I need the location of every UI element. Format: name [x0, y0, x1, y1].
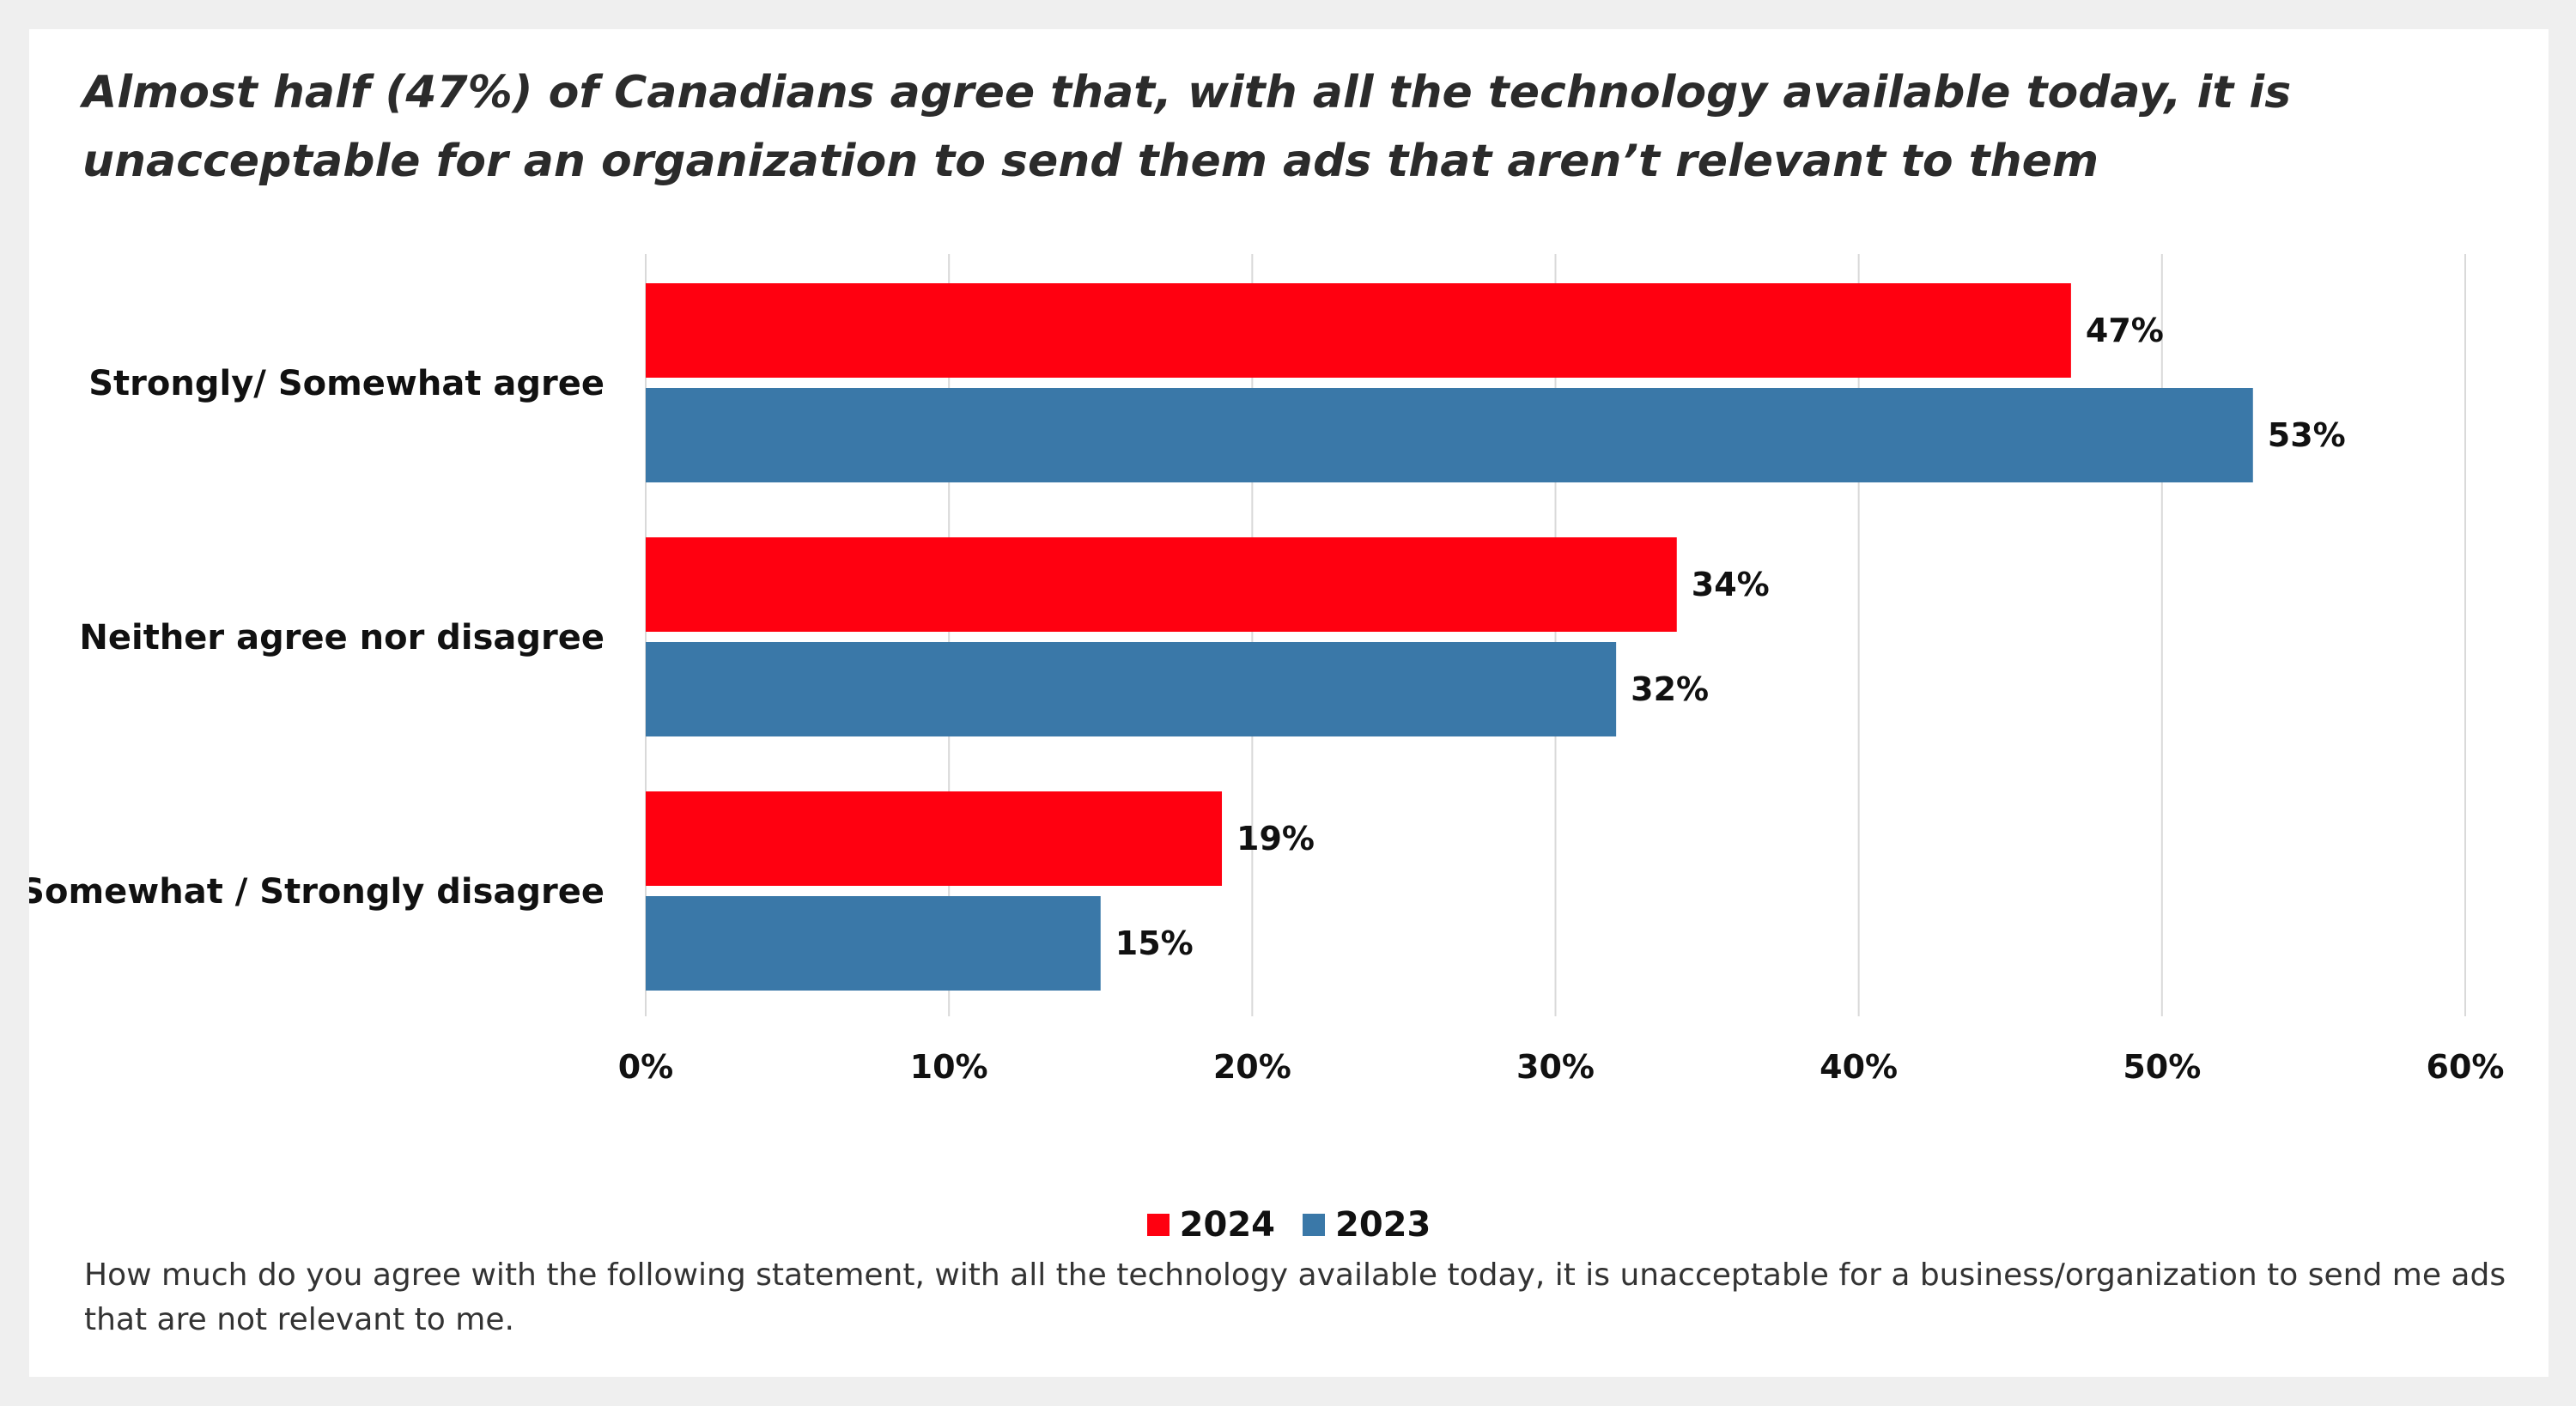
category-label: Neither agree nor disagree [79, 618, 605, 658]
x-tick-label: 10% [910, 1048, 988, 1086]
data-label-2024-3: 19% [1236, 820, 1315, 858]
bar-2024-2 [646, 537, 1677, 632]
data-label-2024-2: 34% [1692, 566, 1770, 603]
legend: 2024 2023 [29, 1205, 2549, 1245]
x-tick-label: 20% [1213, 1048, 1291, 1086]
legend-item-2024: 2024 [1146, 1205, 1275, 1245]
legend-label-2024: 2024 [1179, 1205, 1275, 1245]
bar-2023-2 [646, 642, 1617, 736]
bar-2023-1 [646, 388, 2253, 482]
survey-question-footnote: How much do you agree with the following… [84, 1258, 2506, 1337]
bar-2024-1 [646, 283, 2071, 378]
bar-2023-3 [646, 896, 1101, 991]
data-label-2024-1: 47% [2086, 312, 2164, 349]
legend-swatch-2024 [1146, 1214, 1170, 1236]
legend-swatch-2023 [1303, 1214, 1325, 1236]
category-label: Strongly/ Somewhat agree [88, 364, 605, 403]
x-tick-label: 40% [1820, 1048, 1898, 1086]
x-tick-label: 0% [618, 1048, 674, 1086]
x-tick-label: 60% [2427, 1048, 2505, 1086]
bar-chart: 0% 10% 20% 30% 40% 50% 60% 47% 53% Strongly/ Some… [29, 254, 2505, 1086]
category-label: Somewhat / Strongly disagree [29, 872, 605, 912]
chart-card: Almost half (47%) of Canadians agree tha… [29, 29, 2549, 1377]
data-label-2023-1: 53% [2268, 416, 2346, 454]
x-tick-label: 50% [2123, 1048, 2201, 1086]
bar-2024-3 [646, 791, 1223, 886]
data-label-2023-2: 32% [1631, 670, 1709, 708]
x-tick-label: 30% [1516, 1048, 1595, 1086]
legend-item-2023: 2023 [1303, 1205, 1431, 1245]
data-label-2023-3: 15% [1115, 924, 1194, 962]
legend-label-2023: 2023 [1335, 1205, 1431, 1245]
chart-title: Almost half (47%) of Canadians agree tha… [82, 67, 2292, 187]
